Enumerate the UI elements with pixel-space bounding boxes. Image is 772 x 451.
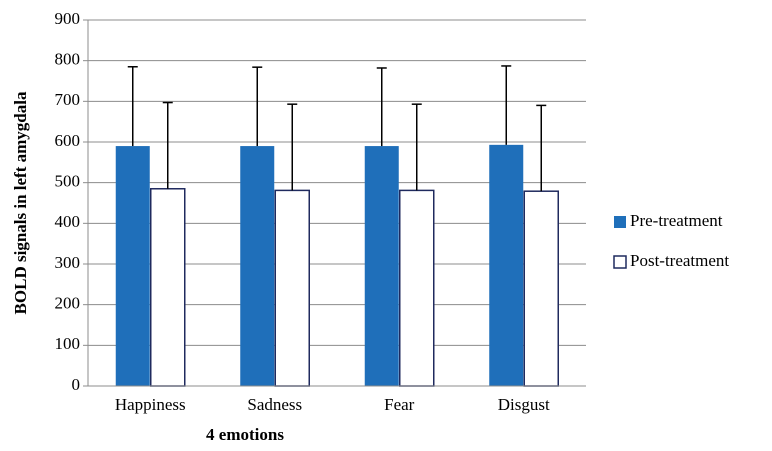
x-axis-title: 4 emotions [206,425,284,444]
y-tick-label: 900 [55,9,81,28]
bar [115,146,150,386]
x-tick-label: Fear [384,395,415,414]
bar [364,146,399,386]
x-tick-label: Disgust [498,395,550,414]
y-tick-label: 700 [55,90,81,109]
bar [150,188,186,387]
legend-label: Post-treatment [630,251,729,270]
y-tick-label: 400 [55,212,81,231]
bar [489,144,524,386]
bar [274,189,310,387]
y-tick-label: 200 [55,294,81,313]
legend-swatch [614,216,626,228]
y-tick-label: 800 [55,50,81,69]
y-tick-label: 100 [55,334,81,353]
legend-swatch [613,255,627,269]
y-axis-title: BOLD signals in left amygdala [11,91,30,314]
bar [240,146,275,386]
y-tick-label: 300 [55,253,81,272]
x-tick-label: Happiness [115,395,186,414]
bar [523,190,559,387]
y-tick-label: 600 [55,131,81,150]
legend-label: Pre-treatment [630,211,723,230]
bar [399,189,435,387]
x-tick-label: Sadness [247,395,302,414]
y-tick-label: 0 [72,375,81,394]
y-tick-label: 500 [55,172,81,191]
